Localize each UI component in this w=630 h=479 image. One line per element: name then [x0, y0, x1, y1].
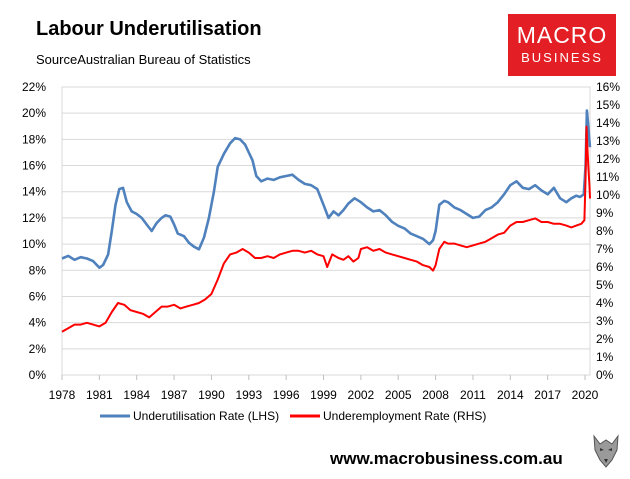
- left-tick-label: 0%: [29, 368, 47, 382]
- left-tick-label: 16%: [22, 159, 46, 173]
- left-tick-label: 18%: [22, 132, 46, 146]
- x-tick-label: 2002: [348, 388, 375, 402]
- legend-label: Underutilisation Rate (LHS): [133, 409, 279, 423]
- right-tick-label: 6%: [596, 260, 614, 274]
- chart-title: Labour Underutilisation: [36, 18, 262, 40]
- logo-line2: BUSINESS: [521, 50, 603, 65]
- x-tick-label: 2005: [385, 388, 412, 402]
- right-tick-label: 9%: [596, 206, 614, 220]
- left-tick-label: 22%: [22, 80, 46, 94]
- x-tick-label: 2014: [497, 388, 524, 402]
- right-tick-label: 0%: [596, 368, 614, 382]
- x-tick-label: 1984: [123, 388, 150, 402]
- logo-line1: MACRO: [516, 22, 608, 48]
- footer-url: www.macrobusiness.com.au: [330, 449, 563, 468]
- left-tick-label: 8%: [29, 263, 47, 277]
- x-tick-label: 1987: [161, 388, 188, 402]
- right-tick-label: 13%: [596, 134, 620, 148]
- underutilisation-line: [61, 109, 592, 269]
- right-tick-label: 5%: [596, 278, 614, 292]
- x-tick-label: 1981: [86, 388, 113, 402]
- macro-business-logo: MACRO BUSINESS: [508, 14, 616, 76]
- right-tick-label: 3%: [596, 314, 614, 328]
- x-tick-label: 2020: [572, 388, 599, 402]
- left-tick-label: 20%: [22, 106, 46, 120]
- chart-subtitle: SourceAustralian Bureau of Statistics: [36, 52, 251, 67]
- left-tick-label: 10%: [22, 237, 46, 251]
- x-tick-label: 2011: [460, 388, 486, 402]
- left-tick-label: 14%: [22, 185, 46, 199]
- right-tick-label: 7%: [596, 242, 614, 256]
- left-tick-label: 4%: [29, 316, 47, 330]
- right-tick-label: 16%: [596, 80, 620, 94]
- x-tick-label: 1993: [235, 388, 262, 402]
- x-tick-label: 1978: [49, 388, 76, 402]
- legend-label: Underemployment Rate (RHS): [323, 409, 486, 423]
- x-tick-label: 2008: [422, 388, 449, 402]
- series-layer: [61, 109, 592, 333]
- right-tick-label: 2%: [596, 332, 614, 346]
- left-tick-label: 6%: [29, 289, 47, 303]
- right-tick-label: 4%: [596, 296, 614, 310]
- x-axis: 1978 1981 1984 1987 1990 1993 1996 1999 2002 2005…: [49, 375, 599, 402]
- legend: Underutilisation Rate (LHS) Underemployme…: [100, 409, 486, 423]
- plot-border: [61, 86, 591, 376]
- x-tick-label: 1996: [273, 388, 300, 402]
- left-tick-label: 12%: [22, 211, 46, 225]
- right-tick-label: 10%: [596, 188, 620, 202]
- right-tick-label: 15%: [596, 98, 620, 112]
- right-tick-label: 11%: [596, 170, 619, 184]
- underemployment-line: [61, 125, 591, 333]
- x-tick-label: 2017: [534, 388, 561, 402]
- right-tick-label: 1%: [596, 350, 614, 364]
- grid-lines: [62, 86, 590, 376]
- left-axis: 0% 2% 4% 6% 8% 10% 12% 14% 16% 18% 20% 22%: [22, 80, 46, 382]
- right-tick-label: 12%: [596, 152, 620, 166]
- right-tick-label: 14%: [596, 116, 620, 130]
- right-axis: 0% 1% 2% 3% 4% 5% 6% 7% 8% 9% 10% 11% 12% 13% 14% 15% 16…: [596, 80, 620, 382]
- left-tick-label: 2%: [29, 342, 47, 356]
- x-tick-label: 1999: [310, 388, 337, 402]
- right-tick-label: 8%: [596, 224, 614, 238]
- x-tick-label: 1990: [198, 388, 225, 402]
- wolf-icon: [593, 434, 619, 468]
